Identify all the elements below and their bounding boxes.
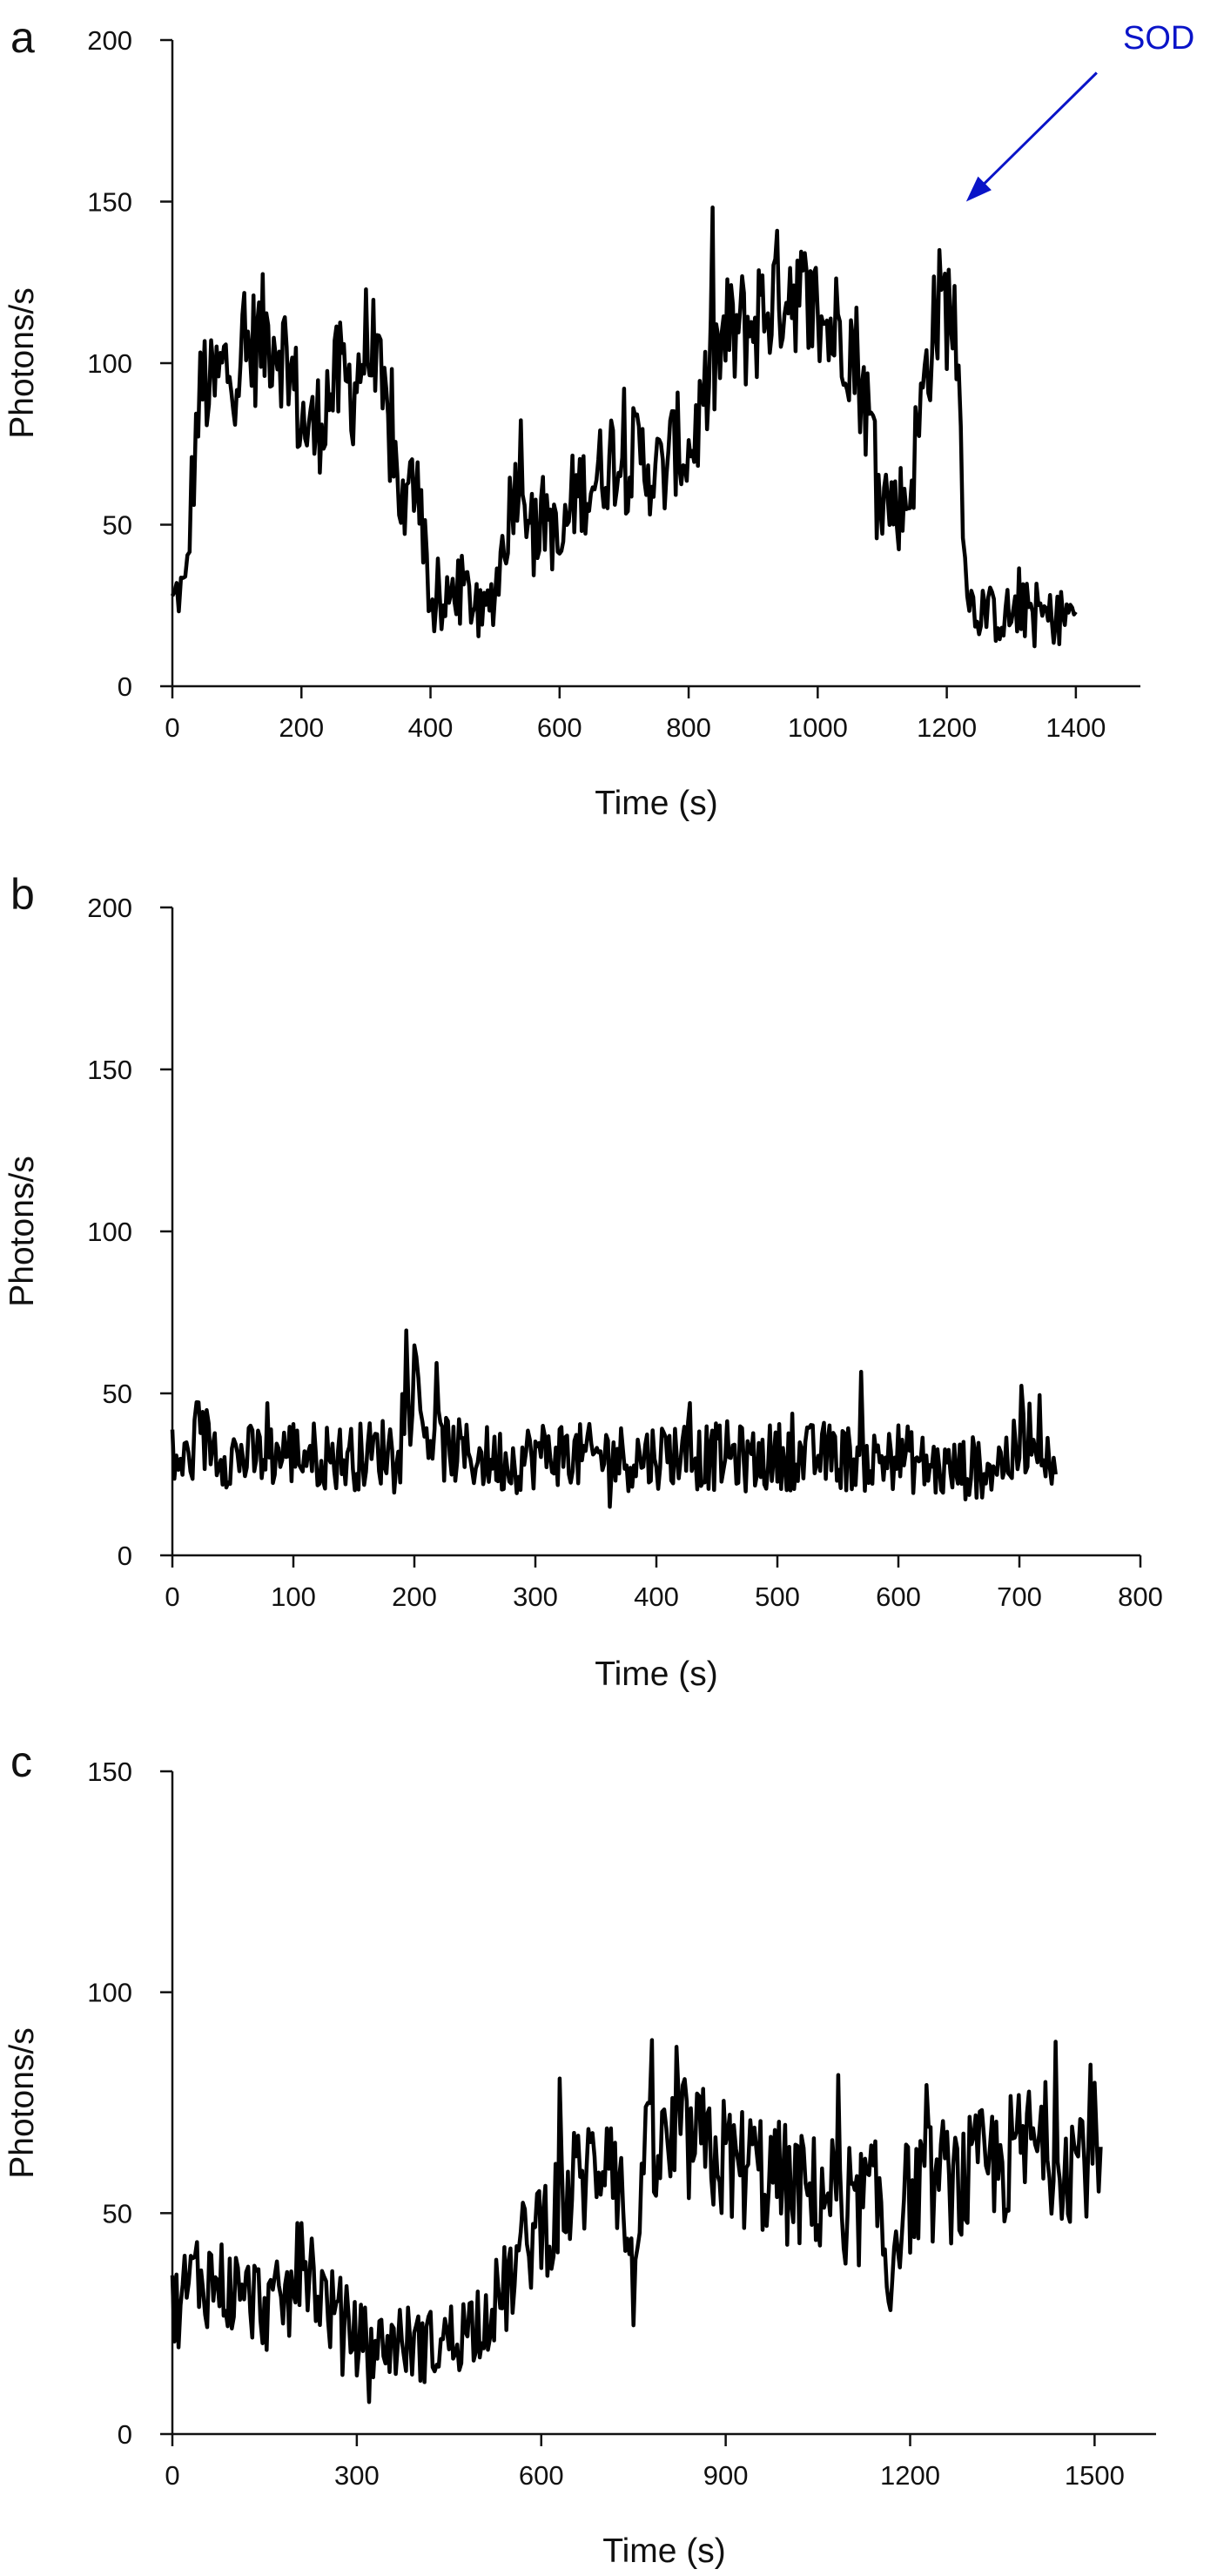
- y-tick-label: 0: [118, 2419, 132, 2450]
- x-tick-label: 600: [876, 1581, 921, 1612]
- x-tick-label: 200: [392, 1581, 437, 1612]
- y-tick-label: 50: [103, 510, 132, 541]
- panel-label: c: [10, 1737, 32, 1786]
- y-axis-title: Photons/s: [3, 2027, 41, 2178]
- x-tick-label: 800: [666, 712, 711, 743]
- y-tick-label: 100: [87, 1978, 132, 2008]
- y-tick-label: 150: [87, 1757, 132, 1787]
- y-tick-label: 200: [87, 25, 132, 56]
- series-line-0: [170, 2038, 1103, 2404]
- x-tick-label: 800: [1118, 1581, 1163, 1612]
- y-tick-label: 50: [103, 2198, 132, 2229]
- x-tick-label: 500: [755, 1581, 800, 1612]
- x-tick-label: 400: [408, 712, 454, 743]
- x-tick-label: 1200: [880, 2460, 940, 2491]
- series-line-0: [170, 1328, 1058, 1509]
- y-tick-label: 150: [87, 1055, 132, 1085]
- x-tick-label: 0: [165, 712, 179, 743]
- x-tick-label: 1500: [1065, 2460, 1125, 2491]
- panel-label: a: [10, 13, 35, 62]
- annotation-arrow-shaft: [973, 71, 1098, 194]
- x-tick-label: 600: [519, 2460, 564, 2491]
- x-tick-label: 0: [165, 1581, 179, 1612]
- x-axis-title: Time (s): [602, 2532, 726, 2570]
- y-tick-label: 100: [87, 1217, 132, 1247]
- annotation-label: SOD: [1123, 20, 1194, 57]
- y-tick-label: 0: [118, 1541, 132, 1571]
- x-tick-label: 1200: [917, 712, 977, 743]
- y-tick-label: 200: [87, 893, 132, 923]
- x-tick-label: 200: [279, 712, 324, 743]
- panel-label: b: [10, 870, 35, 919]
- x-tick-label: 0: [165, 2460, 179, 2491]
- y-tick-label: 0: [118, 671, 132, 702]
- y-tick-label: 150: [87, 187, 132, 218]
- x-tick-label: 900: [703, 2460, 749, 2491]
- annotation-arrow-head: [965, 176, 992, 202]
- y-tick-label: 50: [103, 1379, 132, 1409]
- x-tick-label: 300: [513, 1581, 558, 1612]
- x-tick-label: 400: [634, 1581, 679, 1612]
- x-tick-label: 600: [537, 712, 582, 743]
- y-axis-title: Photons/s: [3, 1156, 41, 1306]
- x-tick-label: 300: [334, 2460, 380, 2491]
- x-tick-label: 100: [271, 1581, 316, 1612]
- x-tick-label: 700: [997, 1581, 1042, 1612]
- y-tick-label: 100: [87, 348, 132, 379]
- x-tick-label: 1000: [788, 712, 848, 743]
- x-axis-title: Time (s): [595, 1656, 718, 1693]
- x-axis-title: Time (s): [595, 785, 718, 822]
- y-axis-title: Photons/s: [3, 287, 41, 438]
- x-tick-label: 1400: [1046, 712, 1106, 743]
- series-line-0: [170, 205, 1078, 649]
